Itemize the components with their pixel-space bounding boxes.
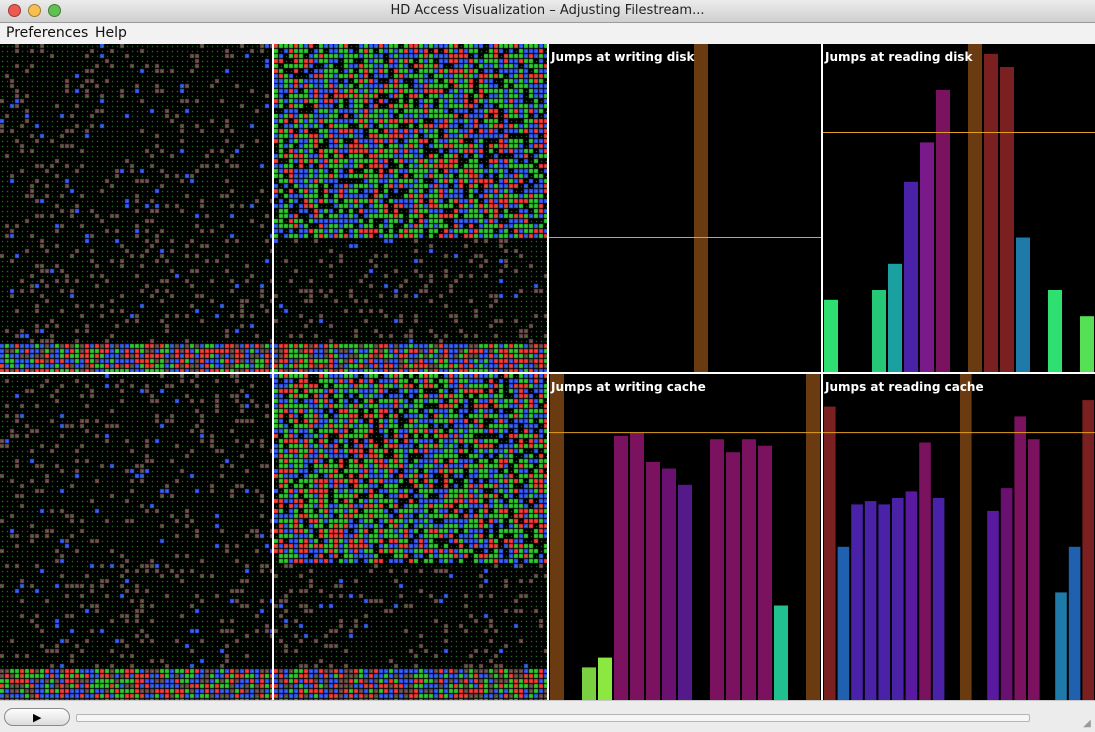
play-button[interactable]: ▶ bbox=[4, 708, 70, 726]
bar-2 bbox=[582, 667, 596, 700]
bar-14 bbox=[1014, 416, 1026, 700]
bar-2 bbox=[851, 504, 863, 700]
chart-reading-disk: Jumps at reading disk bbox=[823, 44, 1095, 372]
bar-10 bbox=[960, 374, 972, 700]
bar-9 bbox=[968, 44, 982, 372]
bar-6 bbox=[905, 491, 918, 700]
bar-10 bbox=[984, 53, 998, 372]
divider-vertical-1 bbox=[272, 44, 274, 700]
bar-13 bbox=[1000, 488, 1013, 700]
chart-reading-cache: Jumps at reading cache bbox=[823, 374, 1095, 700]
resize-grip-icon[interactable]: ◢ bbox=[1083, 718, 1091, 729]
bar-7 bbox=[662, 468, 676, 700]
chart-title: Jumps at reading cache bbox=[825, 380, 984, 394]
title-bar: HD Access Visualization – Adjusting File… bbox=[0, 0, 1095, 23]
chart-writing-disk: Jumps at writing disk bbox=[549, 44, 821, 372]
bar-6 bbox=[646, 462, 660, 700]
bar-0 bbox=[824, 299, 838, 372]
menu-bar: Preferences Help bbox=[0, 23, 1095, 45]
timeline-slider[interactable] bbox=[76, 714, 1030, 722]
bitmap-reading-cache bbox=[274, 374, 547, 700]
bar-4 bbox=[888, 263, 902, 372]
bar-7 bbox=[936, 89, 950, 372]
bar-7 bbox=[919, 442, 931, 700]
bar-3 bbox=[864, 501, 877, 700]
chart-writing-disk-svg bbox=[549, 44, 821, 372]
zoom-button[interactable] bbox=[48, 4, 61, 17]
bitmap-reading-disk bbox=[274, 44, 547, 372]
bar-8 bbox=[932, 497, 945, 700]
bar-4 bbox=[614, 435, 628, 700]
close-button[interactable] bbox=[8, 4, 21, 17]
bar-15 bbox=[1028, 439, 1040, 700]
chart-reading-cache-svg bbox=[823, 374, 1095, 700]
menu-preferences[interactable]: Preferences bbox=[6, 25, 89, 41]
bar-16 bbox=[1080, 316, 1094, 372]
bar-13 bbox=[758, 445, 772, 700]
bar-5 bbox=[904, 181, 918, 372]
bitmap-writing-cache bbox=[0, 374, 272, 700]
bar-1 bbox=[837, 546, 850, 700]
chart-title: Jumps at writing disk bbox=[551, 50, 695, 64]
visualization-area: Jumps at writing disk Jumps at reading d… bbox=[0, 44, 1095, 700]
bar-12 bbox=[1016, 237, 1030, 372]
bar-17 bbox=[1055, 592, 1067, 700]
chart-title: Jumps at writing cache bbox=[551, 380, 706, 394]
menu-help[interactable]: Help bbox=[95, 25, 127, 41]
window-title: HD Access Visualization – Adjusting File… bbox=[390, 3, 705, 18]
playback-bar: ▶ ◢ bbox=[0, 700, 1095, 732]
bar-0 bbox=[824, 406, 836, 700]
bar-9 bbox=[694, 44, 708, 372]
bar-14 bbox=[1048, 290, 1062, 372]
bar-19 bbox=[1082, 400, 1094, 700]
divider-vertical-3 bbox=[821, 44, 823, 700]
bitmap-writing-disk bbox=[0, 44, 272, 372]
chart-writing-cache: Jumps at writing cache bbox=[549, 374, 821, 700]
bar-12 bbox=[742, 439, 756, 700]
bar-3 bbox=[598, 657, 612, 700]
play-icon: ▶ bbox=[33, 711, 42, 724]
bar-12 bbox=[987, 510, 999, 700]
minimize-button[interactable] bbox=[28, 4, 41, 17]
chart-reading-disk-svg bbox=[823, 44, 1095, 372]
bar-18 bbox=[1068, 546, 1081, 700]
bar-16 bbox=[806, 374, 820, 700]
chart-title: Jumps at reading disk bbox=[825, 50, 973, 64]
bar-4 bbox=[878, 504, 890, 700]
bar-6 bbox=[920, 142, 934, 372]
bar-14 bbox=[774, 605, 788, 700]
bar-0 bbox=[550, 374, 564, 700]
bar-8 bbox=[678, 484, 692, 700]
bar-5 bbox=[630, 432, 644, 700]
bar-11 bbox=[1000, 67, 1014, 372]
bar-10 bbox=[710, 439, 724, 700]
bar-3 bbox=[872, 290, 886, 372]
divider-vertical-2 bbox=[547, 44, 549, 700]
bar-5 bbox=[892, 497, 904, 700]
chart-writing-cache-svg bbox=[549, 374, 821, 700]
bar-11 bbox=[726, 452, 740, 700]
